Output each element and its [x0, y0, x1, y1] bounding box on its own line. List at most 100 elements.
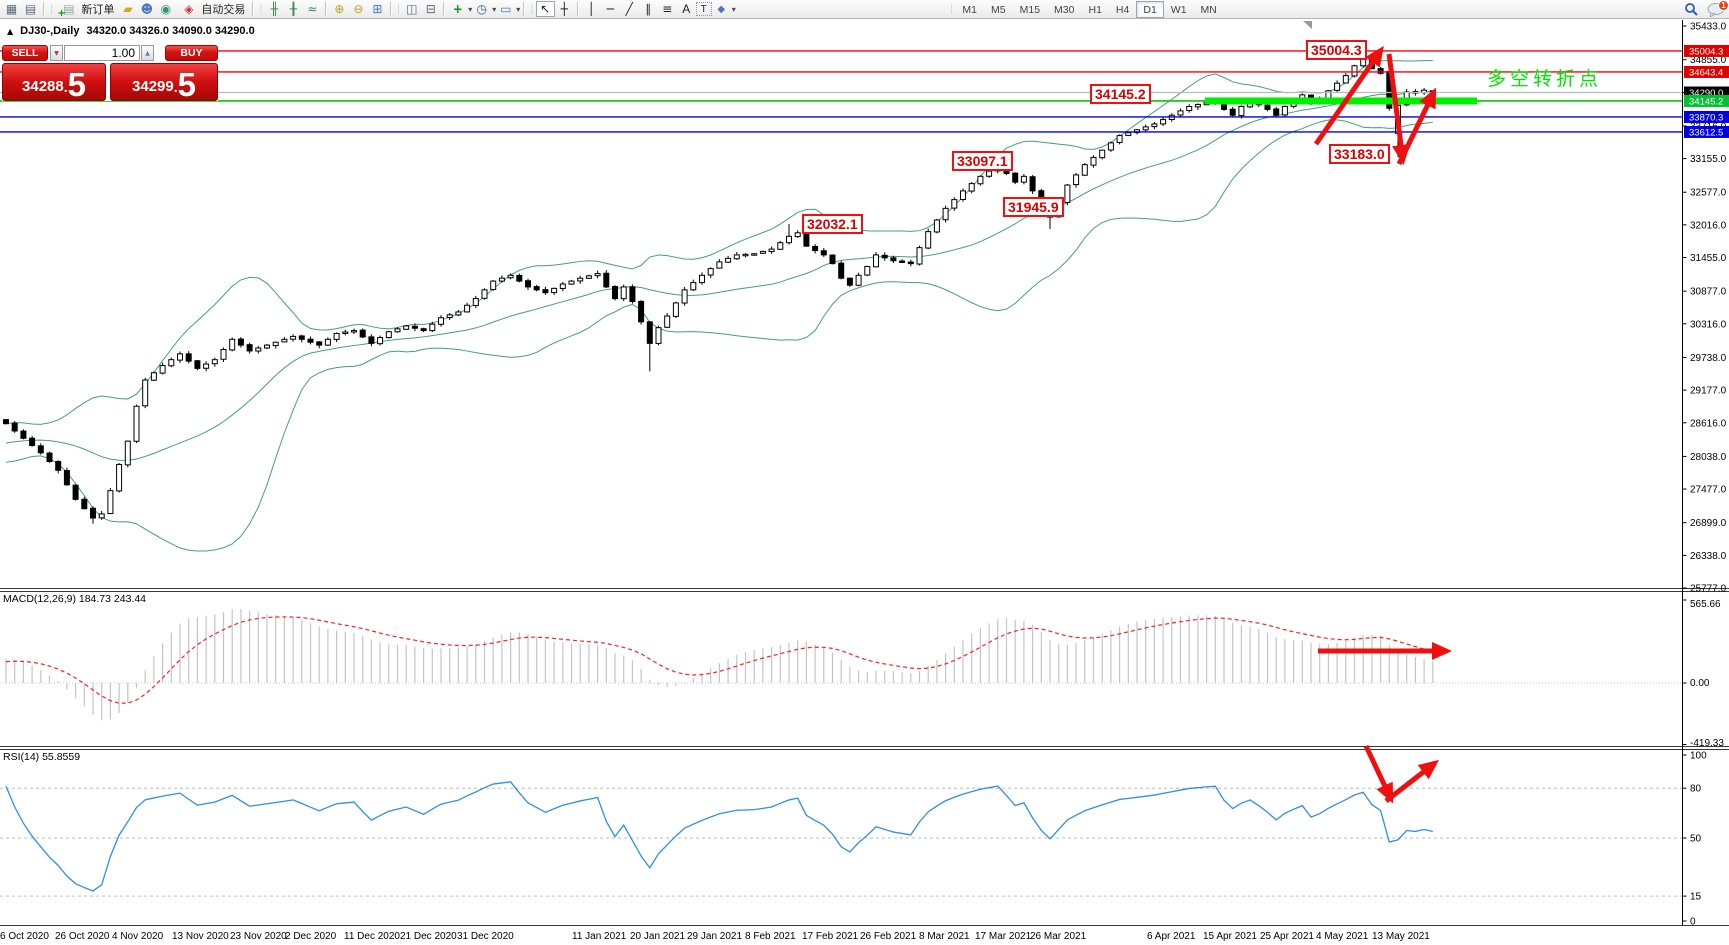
new-order-icon: ▤ +	[57, 2, 75, 19]
plus-icon: +	[57, 8, 66, 19]
svg-text:100: 100	[1690, 751, 1707, 762]
text-tool-icon[interactable]: A	[682, 2, 691, 16]
timeframe-m15[interactable]: M15	[1019, 3, 1041, 16]
macd-indicator-label: MACD(12,26,9) 184.73 243.44	[3, 593, 147, 605]
svg-text:4 Nov 2020: 4 Nov 2020	[112, 931, 164, 942]
toolbar-grip: ┊	[395, 3, 402, 14]
timeframe-mn[interactable]: MN	[1200, 3, 1217, 16]
svg-text:34855.0: 34855.0	[1690, 55, 1727, 66]
timeframe-w1[interactable]: W1	[1170, 3, 1187, 16]
svg-text:26 Oct 2020: 26 Oct 2020	[55, 931, 110, 942]
templates-icon[interactable]: ▭	[500, 2, 512, 16]
chart-title: ▲ DJ30-,Daily 34320.0 34326.0 34090.0 34…	[7, 25, 255, 37]
indicators-icon[interactable]: +	[452, 2, 463, 16]
toolbar-separator	[523, 2, 526, 16]
timeframe-m30[interactable]: M30	[1054, 3, 1075, 16]
sell-button[interactable]: SELL	[2, 45, 48, 61]
svg-text:20 Jan 2021: 20 Jan 2021	[630, 931, 685, 942]
new-order-button[interactable]: ▤ + 新订单	[55, 1, 118, 19]
price-callout: 33097.1	[952, 151, 1013, 171]
timeframe-m5[interactable]: M5	[991, 3, 1006, 16]
ohlc-values: 34320.0 34326.0 34090.0 34290.0	[86, 25, 255, 37]
crosshair-tool-icon[interactable]: ┼	[560, 2, 568, 16]
timeframe-d1[interactable]: D1	[1136, 1, 1164, 18]
svg-text:26338.0: 26338.0	[1690, 551, 1727, 562]
volume-increase-button[interactable]: ▲	[141, 45, 154, 61]
timeframe-m1[interactable]: M1	[962, 3, 978, 16]
toolbar-separator	[389, 2, 392, 16]
tile-windows-icon[interactable]: ⊞	[372, 2, 383, 16]
cursor-tool-icon[interactable]: ↖	[535, 1, 555, 17]
price-axis: 35433.034855.034290.033716.033155.032577…	[1682, 22, 1729, 595]
pane-frame	[0, 20, 1729, 926]
toolbar-separator	[324, 2, 327, 16]
svg-text:0: 0	[1690, 917, 1696, 928]
sell-price-tile[interactable]: 34288. 5	[2, 63, 106, 101]
price-callout: 35004.3	[1306, 40, 1367, 60]
svg-text:17 Mar 2021: 17 Mar 2021	[975, 931, 1032, 942]
volume-decrease-button[interactable]: ▼	[50, 45, 63, 61]
horizontal-level-lines	[0, 50, 1682, 133]
shapes-tool-icon[interactable]: ◆	[717, 3, 726, 15]
svg-text:23 Nov 2020: 23 Nov 2020	[230, 931, 287, 942]
svg-text:0.00: 0.00	[1690, 678, 1710, 689]
chevron-down-icon[interactable]: ▾	[468, 4, 473, 14]
trend-arrows	[1313, 45, 1452, 804]
channel-tool-icon[interactable]: ∥	[645, 2, 652, 16]
svg-text:13 Nov 2020: 13 Nov 2020	[172, 931, 229, 942]
notifications-icon[interactable]: 1	[1707, 0, 1729, 18]
toolbar-separator	[576, 2, 579, 16]
arrange-windows-icon[interactable]: ⊟	[425, 2, 436, 16]
line-chart-icon[interactable]: ≈	[307, 2, 318, 16]
svg-text:29177.0: 29177.0	[1690, 386, 1727, 397]
svg-text:29 Jan 2021: 29 Jan 2021	[687, 931, 742, 942]
svg-text:6 Apr 2021: 6 Apr 2021	[1147, 931, 1196, 942]
search-icon[interactable]	[1684, 2, 1699, 17]
chevron-down-icon[interactable]: ▾	[516, 4, 521, 14]
svg-text:31455.0: 31455.0	[1690, 253, 1727, 264]
symbol-marker-icon: ▲	[7, 26, 14, 36]
svg-text:35004.3: 35004.3	[1689, 46, 1723, 57]
toolbar: ▦ ▤ ┊ ▤ + 新订单 ▰ ☻ ◉ ◈ 自动交易 ┊ ╫ ╂ ≈ ⊕ ⊖ ⊞ …	[0, 0, 1729, 19]
toolbar-right: 1	[1684, 0, 1729, 18]
indicator-axes: 565.66 0.00 -419.33 100 80 50 15 0	[1682, 599, 1724, 928]
contacts-icon[interactable]: ☻	[140, 2, 154, 16]
svg-text:8 Feb 2021: 8 Feb 2021	[745, 931, 796, 942]
chevron-down-icon[interactable]: ▾	[492, 4, 497, 14]
svg-text:-419.33: -419.33	[1690, 738, 1724, 749]
zoom-out-icon[interactable]: ⊖	[353, 2, 364, 16]
vertical-line-tool-icon[interactable]: │	[587, 2, 595, 16]
webinar-icon[interactable]: ◉	[160, 2, 172, 16]
cascade-windows-icon[interactable]: ◫	[406, 2, 418, 16]
chart-window-icon[interactable]: ▦	[5, 2, 18, 16]
trendline-tool-icon[interactable]: ╱	[625, 2, 633, 16]
toolbar-separator	[43, 2, 45, 16]
chevron-down-icon[interactable]: ▾	[731, 4, 736, 14]
label-tool-icon[interactable]: T	[695, 2, 712, 16]
svg-text:11 Dec 2020: 11 Dec 2020	[344, 931, 400, 942]
rsi-indicator-label: RSI(14) 55.8559	[3, 751, 81, 763]
price-badge	[1684, 44, 1729, 57]
price-callout: 32032.1	[802, 214, 863, 234]
timeframe-h4[interactable]: H4	[1115, 3, 1130, 16]
svg-text:31 Dec 2020: 31 Dec 2020	[457, 931, 514, 942]
profiles-icon[interactable]: ▤	[24, 2, 37, 16]
horizontal-line-tool-icon[interactable]: ─	[606, 2, 614, 16]
svg-text:32016.0: 32016.0	[1690, 220, 1727, 231]
volume-input[interactable]	[64, 45, 140, 61]
buy-button[interactable]: BUY	[165, 45, 218, 61]
bar-chart-icon[interactable]: ╫	[270, 2, 278, 16]
buy-price-dot: .	[173, 79, 178, 95]
history-center-icon[interactable]: ▰	[123, 2, 133, 16]
timeframe-toolbar: ┊ M1 M5 M15 M30 H1 H4 D1 W1 MN	[948, 1, 1224, 18]
auto-trading-button[interactable]: ◈ 自动交易	[175, 1, 249, 18]
notification-count-badge: 1	[1718, 0, 1729, 11]
svg-text:28038.0: 28038.0	[1690, 452, 1727, 463]
fibonacci-tool-icon[interactable]: ≡	[662, 2, 673, 16]
zoom-in-icon[interactable]: ⊕	[334, 2, 345, 16]
buy-price-tile[interactable]: 34299. 5	[110, 63, 218, 101]
candlestick-chart-icon[interactable]: ╂	[289, 2, 297, 16]
sell-price-int: 34288	[22, 78, 64, 95]
periods-icon[interactable]: ◷	[476, 2, 488, 16]
timeframe-h1[interactable]: H1	[1088, 3, 1102, 16]
